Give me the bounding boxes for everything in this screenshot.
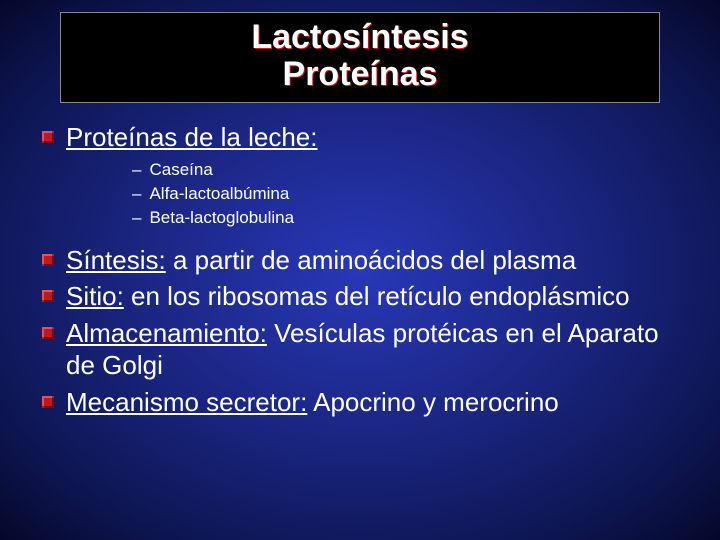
bullet-label: Sitio:: [66, 281, 124, 311]
sub-row: – Caseína: [132, 159, 680, 181]
bullet-label: Almacenamiento:: [66, 318, 267, 348]
sub-text: Alfa-lactoalbúmina: [149, 183, 289, 205]
bullet-square-icon: [42, 290, 54, 302]
sub-text: Caseína: [149, 159, 212, 181]
sub-row: – Beta-lactoglobulina: [132, 207, 680, 229]
bullet-row: Mecanismo secretor: Apocrino y merocrino: [42, 386, 680, 419]
bullet-row: Síntesis: a partir de aminoácidos del pl…: [42, 244, 680, 277]
bullet-label: Síntesis:: [66, 245, 166, 275]
dash-icon: –: [132, 183, 141, 205]
bullet-label: Proteínas de la leche:: [66, 122, 318, 152]
bullet-square-icon: [42, 327, 54, 339]
slide: Lactosíntesis Proteínas Proteínas de la …: [0, 0, 720, 540]
bullet-text: Almacenamiento: Vesículas protéicas en e…: [66, 317, 680, 382]
bullet-text: Síntesis: a partir de aminoácidos del pl…: [66, 244, 576, 277]
dash-icon: –: [132, 207, 141, 229]
bullet-square-icon: [42, 396, 54, 408]
bullet-text: Sitio: en los ribosomas del retículo end…: [66, 280, 630, 313]
bullet-row: Proteínas de la leche:: [42, 121, 680, 154]
sublist: – Caseína – Alfa-lactoalbúmina – Beta-la…: [132, 159, 680, 229]
bullet-text: Proteínas de la leche:: [66, 121, 318, 154]
content-area: Proteínas de la leche: – Caseína – Alfa-…: [40, 121, 680, 418]
title-line-1: Lactosíntesis: [71, 19, 649, 56]
bullet-rest: a partir de aminoácidos del plasma: [166, 245, 576, 275]
bullet-label: Mecanismo secretor:: [66, 387, 307, 417]
bullet-row: Sitio: en los ribosomas del retículo end…: [42, 280, 680, 313]
dash-icon: –: [132, 159, 141, 181]
bullet-rest: en los ribosomas del retículo endoplásmi…: [124, 281, 630, 311]
bullet-row: Almacenamiento: Vesículas protéicas en e…: [42, 317, 680, 382]
bullet-square-icon: [42, 131, 54, 143]
sub-text: Beta-lactoglobulina: [149, 207, 294, 229]
title-line-2: Proteínas: [71, 56, 649, 93]
bullet-text: Mecanismo secretor: Apocrino y merocrino: [66, 386, 559, 419]
sub-row: – Alfa-lactoalbúmina: [132, 183, 680, 205]
bullet-rest: Apocrino y merocrino: [307, 387, 558, 417]
bullet-square-icon: [42, 254, 54, 266]
title-box: Lactosíntesis Proteínas: [60, 12, 660, 103]
